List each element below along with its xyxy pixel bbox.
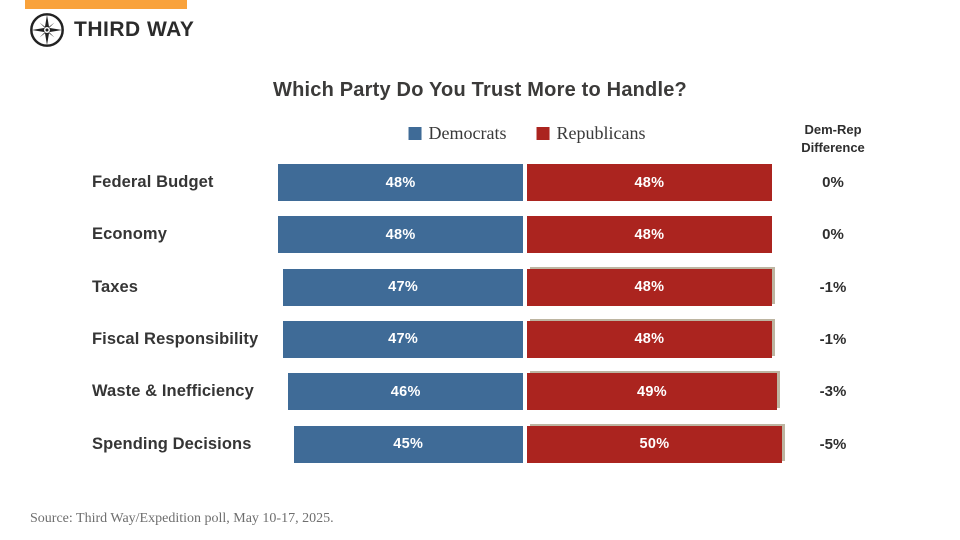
chart-row: Fiscal Responsibility 47% 48% -1%	[0, 320, 960, 358]
republicans-bar-value: 48%	[634, 279, 665, 296]
democrats-bar-value: 47%	[388, 331, 419, 348]
legend-item-republicans: Republicans	[536, 123, 645, 144]
difference-value: 0%	[822, 174, 844, 191]
republicans-swatch-icon	[536, 127, 550, 140]
republicans-bar-value: 49%	[636, 383, 667, 400]
compass-star-icon	[30, 13, 64, 47]
category-label: Economy	[92, 225, 167, 244]
republicans-bar: 50%	[527, 425, 782, 463]
democrats-bar-value: 48%	[385, 226, 416, 243]
category-label: Federal Budget	[92, 173, 214, 191]
source-note: Source: Third Way/Expedition poll, May 1…	[30, 511, 334, 526]
chart-row: Economy 48% 48% 0%	[0, 216, 960, 254]
democrats-bar: 47%	[283, 268, 523, 306]
republicans-bar: 48%	[527, 268, 772, 306]
democrats-bar: 45%	[293, 425, 523, 463]
difference-value: -5%	[819, 435, 847, 453]
brand-name: THIRD WAY	[74, 18, 195, 41]
category-label: Taxes	[92, 277, 139, 296]
chart-row: Taxes 47% 48% -1%	[0, 268, 960, 306]
republicans-bar: 48%	[527, 320, 772, 358]
category-label: Fiscal Responsibility	[92, 329, 259, 348]
chart-row: Spending Decisions 45% 50% -5%	[0, 425, 960, 463]
democrats-bar-value: 46%	[390, 383, 421, 400]
category-label: Spending Decisions	[92, 434, 252, 453]
republicans-bar-value: 48%	[634, 331, 665, 348]
chart-title: Which Party Do You Trust More to Handle?	[273, 79, 687, 101]
democrats-swatch-icon	[408, 127, 422, 140]
chart-row: Federal Budget 48% 48% 0%	[0, 164, 960, 201]
democrats-bar: 48%	[278, 216, 523, 254]
chart-row: Waste & Inefficiency 46% 49% -3%	[0, 373, 960, 411]
republicans-bar-value: 50%	[639, 436, 670, 452]
republicans-bar: 49%	[527, 373, 777, 411]
difference-value: 0%	[822, 226, 844, 244]
republicans-bar: 48%	[527, 216, 772, 254]
republicans-bar: 48%	[527, 164, 772, 201]
legend-item-democrats: Democrats	[408, 123, 507, 144]
democrats-bar: 46%	[288, 373, 523, 411]
difference-value: -1%	[819, 278, 847, 296]
difference-value: -1%	[819, 330, 847, 348]
democrats-bar-value: 45%	[393, 436, 424, 452]
democrats-bar-value: 48%	[385, 174, 416, 191]
diff-column-header: Dem-Rep Difference	[801, 122, 865, 155]
difference-value: -3%	[819, 383, 847, 401]
democrats-bar-value: 47%	[388, 279, 419, 296]
brand-accent-bar	[25, 0, 187, 9]
category-label: Waste & Inefficiency	[92, 382, 254, 401]
legend-label: Republicans	[556, 123, 646, 143]
legend-label: Democrats	[428, 123, 507, 143]
republicans-bar-value: 48%	[634, 226, 665, 243]
chart-legend: Democrats Republicans	[408, 123, 645, 144]
republicans-bar-value: 48%	[634, 174, 665, 191]
democrats-bar: 48%	[278, 164, 523, 201]
brand-logo: THIRD WAY	[28, 11, 194, 49]
democrats-bar: 47%	[283, 320, 523, 358]
